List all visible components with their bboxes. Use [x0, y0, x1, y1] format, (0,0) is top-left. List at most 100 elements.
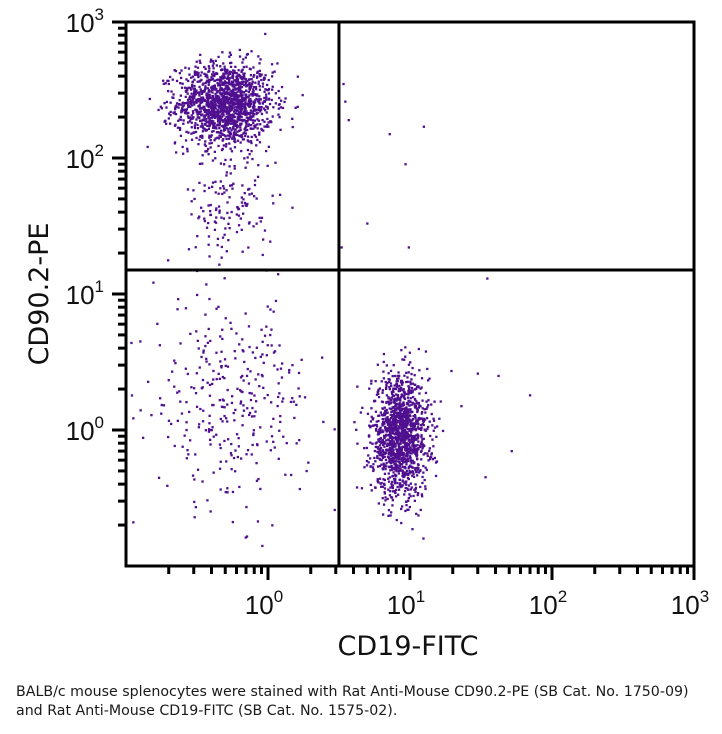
data-point: [393, 468, 396, 471]
data-point: [229, 100, 233, 103]
data-point: [356, 385, 359, 388]
data-point: [241, 390, 244, 394]
data-point: [191, 104, 194, 107]
data-point: [402, 461, 405, 464]
data-point: [258, 95, 261, 98]
data-point: [383, 412, 387, 416]
data-point: [232, 456, 236, 460]
data-point: [409, 464, 412, 467]
data-point: [179, 134, 183, 137]
data-point: [197, 116, 201, 119]
data-point: [205, 283, 208, 286]
data-point: [222, 88, 226, 91]
data-point: [130, 394, 134, 397]
data-point: [226, 81, 229, 85]
data-point: [234, 97, 237, 100]
data-point: [396, 428, 399, 431]
data-point: [255, 76, 259, 79]
data-point: [266, 106, 269, 109]
data-point: [220, 119, 223, 122]
data-point: [265, 325, 268, 328]
data-point: [402, 456, 405, 460]
data-point: [392, 449, 395, 452]
data-point: [199, 125, 202, 128]
data-point: [225, 87, 229, 90]
data-point: [223, 105, 226, 108]
data-point: [228, 216, 231, 219]
y-tick-label: 103: [66, 5, 104, 38]
data-point: [240, 81, 244, 84]
data-point: [245, 65, 248, 68]
data-point: [386, 497, 389, 501]
data-point: [228, 70, 232, 73]
data-point: [232, 103, 235, 107]
data-point: [246, 148, 250, 152]
data-point: [200, 107, 203, 110]
data-point: [241, 338, 244, 341]
data-point: [225, 98, 228, 101]
data-point: [248, 78, 251, 81]
data-point: [407, 467, 410, 470]
data-point: [439, 400, 442, 403]
data-point: [253, 119, 256, 122]
data-point: [200, 135, 204, 138]
data-point: [391, 419, 394, 422]
data-point: [388, 494, 392, 497]
data-point: [209, 203, 212, 207]
data-point: [185, 130, 188, 133]
data-point: [217, 84, 220, 87]
data-point: [412, 439, 415, 443]
data-point: [239, 81, 242, 84]
data-point: [272, 106, 275, 109]
data-point: [387, 456, 391, 459]
data-point: [173, 444, 176, 448]
data-point: [262, 238, 265, 241]
data-point: [261, 85, 264, 88]
data-point: [204, 81, 207, 85]
data-point: [231, 83, 234, 86]
data-point: [204, 123, 207, 126]
data-point: [403, 407, 407, 410]
data-point: [265, 125, 268, 128]
data-point: [192, 101, 195, 104]
data-point: [198, 215, 201, 218]
data-point: [411, 417, 415, 421]
data-point: [422, 445, 425, 448]
data-point: [381, 430, 384, 434]
data-point: [215, 433, 218, 436]
data-point: [242, 90, 246, 94]
data-point: [207, 65, 210, 68]
data-point: [217, 55, 220, 59]
data-point: [370, 415, 373, 418]
data-point: [400, 419, 403, 422]
data-point: [244, 82, 248, 85]
data-point: [259, 58, 262, 61]
data-point: [392, 432, 395, 435]
data-point: [222, 114, 225, 117]
data-point: [231, 84, 234, 87]
data-point: [187, 101, 191, 104]
data-point: [218, 127, 221, 130]
data-point: [385, 383, 388, 386]
data-point: [197, 112, 200, 115]
data-point: [277, 273, 280, 276]
data-point: [392, 459, 395, 462]
data-point: [211, 106, 214, 109]
data-point: [226, 108, 229, 111]
data-point: [186, 92, 189, 95]
data-point: [203, 110, 206, 114]
data-point: [199, 88, 202, 91]
data-point: [165, 122, 168, 125]
data-point: [218, 211, 221, 214]
data-point: [223, 277, 226, 280]
data-point: [262, 361, 265, 364]
data-point: [248, 413, 251, 417]
data-point: [252, 121, 255, 125]
data-point: [391, 394, 395, 397]
data-point: [186, 449, 189, 452]
data-point: [256, 111, 259, 114]
data-point: [236, 126, 239, 129]
data-point: [252, 86, 256, 89]
data-point: [210, 134, 213, 137]
data-point: [228, 127, 232, 130]
